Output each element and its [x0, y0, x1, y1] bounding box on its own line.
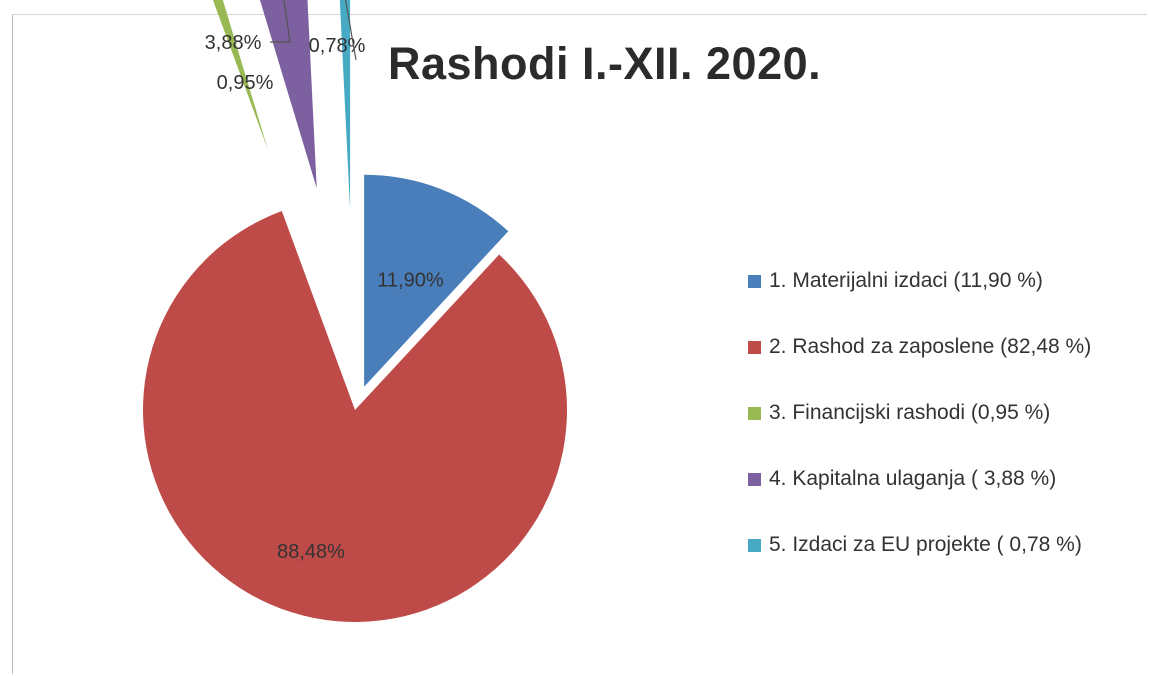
legend-label: 1. Materijalni izdaci (11,90 %)	[769, 269, 1043, 292]
pie-slice	[212, 0, 268, 150]
chart-legend: 1. Materijalni izdaci (11,90 %) 2. Rasho…	[748, 248, 1091, 578]
pie-slice	[259, 0, 317, 189]
legend-label: 2. Rashod za zaposlene (82,48 %)	[769, 335, 1092, 358]
legend-swatch	[748, 406, 761, 420]
leader-line	[270, 0, 291, 43]
legend-item: 1. Materijalni izdaci (11,90 %)	[748, 248, 1091, 314]
leader-line	[344, 0, 357, 61]
legend-label: 3. Financijski rashodi (0,95 %)	[769, 401, 1051, 424]
pie-slice	[142, 211, 567, 622]
pie-slice	[339, 0, 351, 211]
slice-label: 11,90%	[377, 270, 444, 292]
legend-item: 4. Kapitalna ulaganja ( 3,88 %)	[748, 446, 1091, 512]
slice-label: 3,88%	[205, 32, 262, 54]
legend-swatch	[748, 472, 761, 486]
slice-label: 0,95%	[217, 72, 274, 94]
slice-label: 88,48%	[277, 541, 345, 563]
chart-frame	[12, 14, 1147, 674]
pie-slice	[364, 174, 509, 387]
legend-item: 3. Financijski rashodi (0,95 %)	[748, 380, 1091, 446]
slice-label: 0,78%	[309, 35, 366, 57]
chart-title: Rashodi I.-XII. 2020.	[388, 38, 822, 89]
legend-label: 5. Izdaci za EU projekte ( 0,78 %)	[769, 533, 1082, 556]
legend-item: 2. Rashod za zaposlene (82,48 %)	[748, 314, 1091, 380]
legend-item: 5. Izdaci za EU projekte ( 0,78 %)	[748, 512, 1091, 578]
legend-swatch	[748, 538, 761, 552]
legend-swatch	[748, 340, 761, 354]
legend-label: 4. Kapitalna ulaganja ( 3,88 %)	[769, 467, 1057, 490]
legend-swatch	[748, 274, 761, 288]
